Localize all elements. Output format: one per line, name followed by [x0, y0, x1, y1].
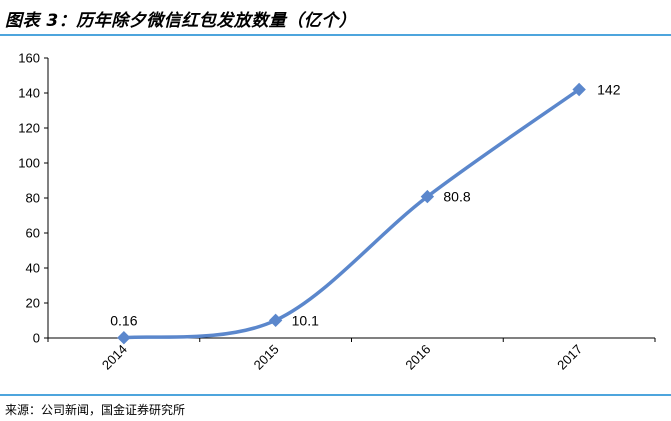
data-point-marker	[420, 189, 435, 204]
data-label: 10.1	[292, 312, 319, 328]
top-divider	[0, 34, 671, 36]
y-tick-label: 60	[26, 226, 40, 241]
y-tick-label: 140	[18, 86, 40, 101]
data-label: 0.16	[110, 313, 137, 329]
figure-title: 图表 3：历年除夕微信红包发放数量（亿个）	[5, 11, 357, 31]
x-axis-ticks: 2014 2015 2016 2017	[47, 338, 656, 373]
x-tick-label: 2014	[99, 342, 130, 373]
data-point-marker	[117, 331, 131, 345]
data-label: 80.8	[443, 189, 470, 205]
series-markers	[117, 82, 586, 345]
series-line-group	[122, 87, 581, 340]
y-tick-label: 0	[33, 331, 40, 346]
x-tick-label: 2017	[554, 342, 585, 373]
y-tick-label: 160	[18, 51, 40, 66]
data-point-marker	[572, 82, 586, 97]
data-label: 142	[597, 82, 621, 98]
y-axis-ticks: 0 20 40 60 80 100 120 140 160	[18, 51, 48, 346]
source-note: 来源：公司新闻，国金证券研究所	[5, 403, 186, 417]
data-point-marker	[268, 313, 283, 328]
series-line	[122, 87, 581, 340]
y-tick-label: 100	[18, 156, 40, 171]
x-tick-label: 2016	[402, 342, 433, 373]
y-tick-label: 80	[26, 191, 40, 206]
bottom-divider	[0, 394, 671, 396]
line-chart: 0 20 40 60 80 100 120 140 160 2014 2015 2016 2017 0…	[18, 51, 656, 373]
data-labels: 0.16 10.1 80.8 142	[110, 82, 620, 329]
y-tick-label: 120	[18, 121, 40, 136]
x-tick-label: 2015	[251, 342, 282, 373]
y-tick-label: 20	[26, 296, 40, 311]
y-tick-label: 40	[26, 261, 40, 276]
